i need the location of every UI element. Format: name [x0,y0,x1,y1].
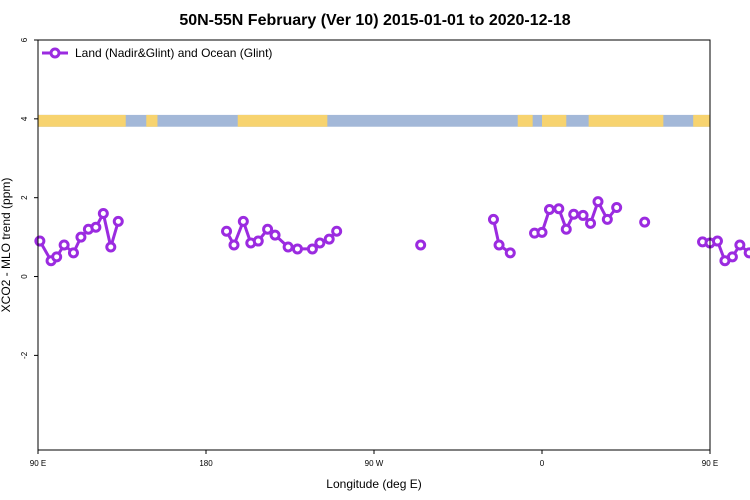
data-point [543,204,555,216]
land-ocean-band [38,114,710,127]
land-segment [693,114,710,127]
data-point [726,251,738,263]
data-point [90,221,102,233]
data-point [611,202,623,214]
data-point [306,243,318,255]
data-point [58,239,70,251]
y-tick-label: 2 [20,195,29,200]
y-axis: -2 0 2 4 6 [20,37,38,359]
x-tick-label: 90 E [30,459,46,468]
data-point [585,217,597,229]
land-segment [237,114,328,127]
data-point [237,215,249,227]
data-point [262,223,274,235]
data-point [252,235,264,247]
chart-title: 50N-55N February (Ver 10) 2015-01-01 to … [179,12,570,29]
data-point [577,209,589,221]
y-tick-label: 6 [20,37,29,42]
legend-label: Land (Nadir&Glint) and Ocean (Glint) [75,46,272,60]
data-point [415,239,427,251]
y-axis-label: XCO2 - MLO trend (ppm) [0,178,13,313]
data-point [97,207,109,219]
data-point [592,196,604,208]
x-tick-label: 180 [199,459,213,468]
land-segment [146,114,158,127]
data-point [601,213,613,225]
legend-marker [49,47,61,59]
x-axis-label: Longitude (deg E) [326,477,421,491]
data-point [536,226,548,238]
x-tick-label: 90 W [365,459,384,468]
data-point [639,216,651,228]
data-point [568,208,580,220]
land-segment [542,114,567,127]
data-point [734,239,746,251]
x-tick-label: 90 E [702,459,718,468]
data-point [67,247,79,259]
data-point [314,237,326,249]
data-point [282,241,294,253]
land-segment [517,114,533,127]
y-tick-label: 4 [20,116,29,121]
data-point [504,247,516,259]
data-point [487,213,499,225]
x-axis: 90 E 180 90 W 0 90 E [30,450,718,468]
y-tick-label: 0 [20,274,29,279]
data-point [221,225,233,237]
data-point [228,239,240,251]
data-point [323,233,335,245]
data-point [493,239,505,251]
data-point [553,203,565,215]
data-point [34,235,46,247]
y-tick-label: -2 [20,351,29,359]
data-point [711,235,723,247]
plot-frame [37,39,711,451]
data-point [51,251,63,263]
x-tick-label: 0 [540,459,545,468]
data-point [112,215,124,227]
data-point [75,231,87,243]
land-segment [588,114,664,127]
data-point [743,247,750,259]
ocean-band [38,114,710,127]
data-point [269,229,281,241]
land-segment [38,114,126,127]
series-layer [34,196,750,267]
legend: Land (Nadir&Glint) and Ocean (Glint) [42,46,272,60]
data-point [560,223,572,235]
data-point [331,225,343,237]
data-point [105,241,117,253]
data-point [291,243,303,255]
